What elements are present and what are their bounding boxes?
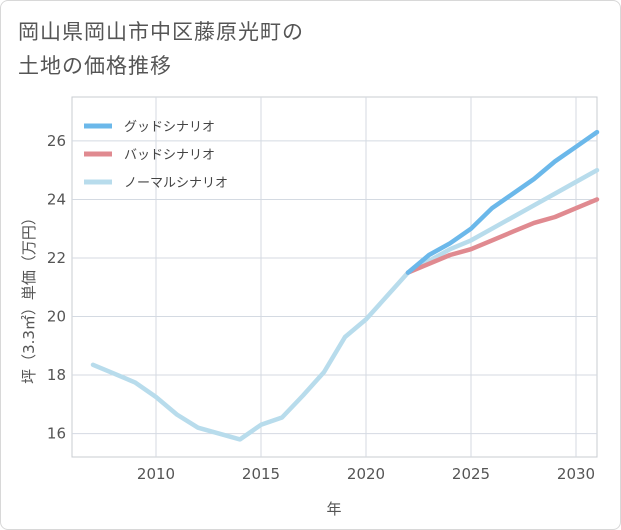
x-axis-title: 年 bbox=[326, 500, 341, 518]
y-axis-title: 坪（3.3㎡）単価（万円） bbox=[20, 210, 38, 384]
legend-label: ノーマルシナリオ bbox=[124, 176, 228, 191]
x-tick-label: 2030 bbox=[557, 465, 595, 483]
legend-label: バッドシナリオ bbox=[124, 148, 215, 163]
series-line-0 bbox=[405, 129, 600, 275]
y-tick-label: 26 bbox=[47, 132, 66, 150]
y-tick-label: 20 bbox=[47, 308, 66, 326]
grid-lines bbox=[72, 97, 597, 457]
chart-title-line1: 岡山県岡山市中区藤原光町の bbox=[18, 20, 304, 44]
x-tick-label: 2015 bbox=[242, 465, 280, 483]
x-tick-label: 2025 bbox=[452, 465, 490, 483]
chart-title: 岡山県岡山市中区藤原光町の 土地の価格推移 bbox=[18, 15, 304, 83]
series-line-1 bbox=[405, 197, 600, 275]
x-tick-label: 2010 bbox=[137, 465, 175, 483]
y-axis-ticks: 16 18 20 22 24 26 bbox=[47, 132, 66, 443]
x-tick-label: 2020 bbox=[347, 465, 385, 483]
legend-label: グッドシナリオ bbox=[124, 120, 215, 135]
y-tick-label: 16 bbox=[47, 425, 66, 443]
y-tick-label: 22 bbox=[47, 249, 66, 267]
x-axis-ticks: 2010 2015 2020 2025 2030 bbox=[137, 465, 595, 483]
y-tick-label: 24 bbox=[47, 190, 66, 208]
chart-title-line2: 土地の価格推移 bbox=[18, 54, 172, 78]
series-line-2 bbox=[90, 167, 600, 442]
series-lines bbox=[90, 129, 600, 442]
y-tick-label: 18 bbox=[47, 366, 66, 384]
